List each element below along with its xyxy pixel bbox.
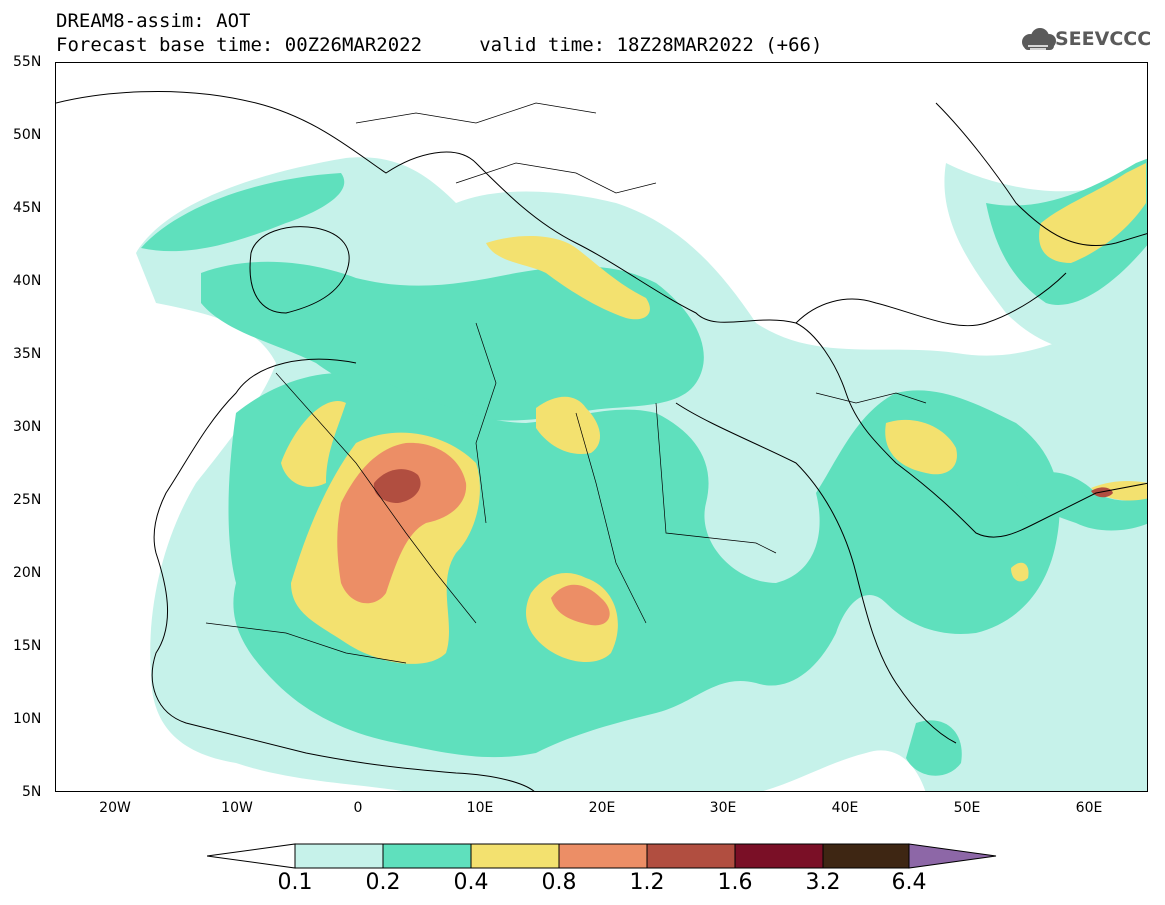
lat-label-45n: 45N (13, 200, 42, 216)
lon-label-60e: 60E (1075, 800, 1103, 816)
lat-label-40n: 40N (13, 273, 42, 289)
colorbar-under-arrow (207, 843, 296, 869)
colorbar-label-3-2: 3.2 (805, 870, 841, 895)
colorbar-label-1-2: 1.2 (629, 870, 665, 895)
lat-label-35n: 35N (13, 346, 42, 362)
lat-label-15n: 15N (13, 638, 42, 654)
country-borders (205, 102, 927, 664)
lon-label-30e: 30E (709, 800, 737, 816)
colorbar-bin-0-2 (382, 843, 472, 869)
map-area[interactable] (55, 62, 1148, 792)
lon-label-10e: 10E (466, 800, 494, 816)
colorbar-bin-0-1 (294, 843, 384, 869)
colorbar-bin-1-6 (734, 843, 824, 869)
colorbar-label-0-8: 0.8 (541, 870, 577, 895)
lat-label-50n: 50N (13, 127, 42, 143)
lon-label-40e: 40E (831, 800, 859, 816)
lat-label-20n: 20N (13, 565, 42, 581)
lon-label-0: 0 (353, 800, 363, 816)
colorbar-over-arrow (908, 843, 997, 869)
colorbar-label-6-4: 6.4 (891, 870, 927, 895)
aot-colorbar (207, 843, 997, 869)
aot-contour-0-8 (337, 442, 610, 626)
colorbar-label-0-2: 0.2 (365, 870, 401, 895)
cloud-logo-icon (1022, 28, 1056, 50)
map-title: DREAM8-assim: AOT (56, 10, 251, 32)
logo-text: SEEVCCC (1055, 28, 1152, 50)
colorbar-bin-0-8 (558, 843, 648, 869)
lon-label-20e: 20E (588, 800, 616, 816)
aot-map (56, 90, 1147, 791)
colorbar-bin-3-2 (822, 843, 910, 869)
colorbar-bin-1-2 (646, 843, 736, 869)
lat-label-10n: 10N (13, 711, 42, 727)
lon-label-10w: 10W (221, 800, 253, 816)
coastlines (56, 90, 1147, 791)
colorbar-label-1-6: 1.6 (717, 870, 753, 895)
lat-label-5n: 5N (22, 784, 42, 800)
colorbar-label-0-1: 0.1 (277, 870, 313, 895)
lat-label-30n: 30N (13, 419, 42, 435)
colorbar-label-0-4: 0.4 (453, 870, 489, 895)
lon-label-20w: 20W (99, 800, 131, 816)
forecast-time-line: Forecast base time: 00Z26MAR2022 valid t… (56, 34, 823, 56)
colorbar-bin-0-4 (470, 843, 560, 869)
lat-label-55n: 55N (13, 54, 42, 70)
lat-label-25n: 25N (13, 492, 42, 508)
lon-label-50e: 50E (953, 800, 981, 816)
